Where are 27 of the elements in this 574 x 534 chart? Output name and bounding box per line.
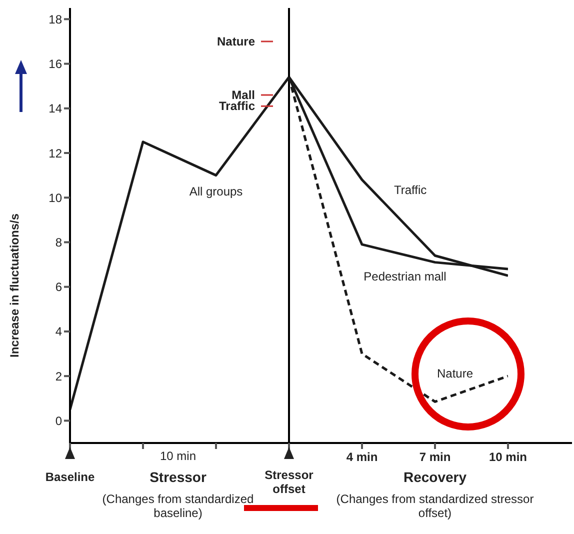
- y-tick-label: 12: [48, 146, 62, 160]
- y-tick-label: 0: [55, 414, 62, 428]
- x-tick-label: Stressor offset: [264, 468, 314, 496]
- text: Recovery: [402, 469, 468, 485]
- text: (Changes from standardized stressor offset): [335, 492, 535, 520]
- series-label: All groups: [189, 184, 243, 198]
- y-tick-label: 10: [48, 190, 62, 205]
- y-tick-label: 6: [55, 280, 62, 294]
- x-tick-label: 4 min: [346, 450, 378, 464]
- y-tick-label: 4: [55, 324, 62, 339]
- x-tick-label: 7 min: [419, 450, 451, 464]
- y-axis-title: Increase in fluctuations/s: [7, 213, 22, 358]
- series-label: Nature: [437, 366, 474, 381]
- annotation: Mall: [232, 88, 255, 102]
- x-tick-label: 10 min: [488, 450, 528, 464]
- y-tick-label: 2: [55, 369, 62, 384]
- series-label: Pedestrian mall: [364, 269, 446, 284]
- y-tick-label: 14: [48, 102, 62, 116]
- x-tick-label: Baseline: [45, 470, 96, 484]
- annotation: Traffic: [218, 99, 256, 114]
- text: Stressor: [148, 469, 208, 485]
- text: (Changes from standardized baseline): [101, 492, 255, 520]
- y-tick-label: 16: [48, 57, 62, 72]
- y-tick-label: 18: [48, 12, 62, 26]
- series-label: Traffic: [394, 182, 427, 197]
- y-tick-label: 8: [55, 235, 62, 250]
- annotation: Nature: [216, 34, 256, 48]
